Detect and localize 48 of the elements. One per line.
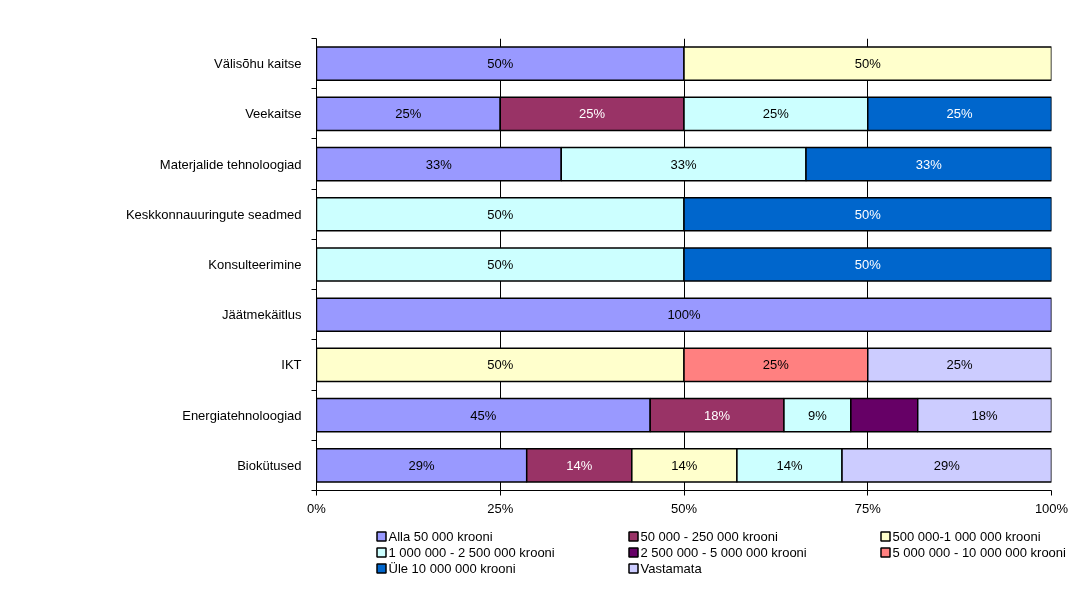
data-label: 25%: [946, 357, 974, 373]
data-label: 50%: [854, 206, 882, 222]
y-tick-label: Materjalide tehnoloogiad: [159, 156, 302, 172]
data-label: 50%: [487, 206, 514, 222]
legend-label: 2 500 000 - 5 000 000 krooni: [640, 545, 807, 560]
legend-label: 500 000-1 000 000 krooni: [892, 529, 1041, 544]
data-label: 25%: [946, 106, 974, 122]
data-label: 50%: [487, 56, 514, 72]
y-tick-label: IKT: [281, 357, 302, 373]
x-tick-label: 75%: [854, 500, 882, 516]
data-label: 29%: [408, 457, 436, 473]
data-label: 50%: [854, 257, 882, 272]
data-label: 29%: [933, 457, 961, 473]
data-label: 50%: [487, 357, 514, 373]
data-label: 14%: [776, 457, 803, 473]
data-label: 25%: [579, 106, 606, 122]
data-label: 33%: [915, 156, 943, 172]
y-tick-label: Välisõhu kaitse: [214, 56, 302, 72]
x-tick-label: 25%: [487, 500, 514, 516]
legend-label: Alla 50 000 krooni: [388, 529, 493, 544]
data-label: 14%: [566, 457, 593, 473]
data-label: 45%: [470, 407, 497, 423]
data-label: 50%: [854, 56, 882, 72]
data-label: 25%: [762, 357, 790, 373]
x-tick-label: 100%: [1034, 500, 1069, 516]
data-label: 50%: [487, 257, 514, 272]
x-tick-label: 50%: [670, 500, 698, 516]
data-label: 14%: [671, 457, 698, 473]
data-label: 25%: [395, 106, 422, 122]
y-tick-label: Keskkonnauuringute seadmed: [125, 206, 302, 222]
data-label: 18%: [704, 407, 731, 423]
data-label: 18%: [971, 407, 999, 423]
y-tick-label: Konsulteerimine: [208, 257, 302, 272]
data-label: 33%: [670, 156, 698, 172]
data-label: 33%: [425, 156, 453, 172]
y-tick-label: Biokütused: [237, 457, 302, 473]
data-label: 25%: [762, 106, 790, 122]
legend-label: 5 000 000 - 10 000 000 krooni: [892, 545, 1067, 560]
x-tick-label: 0%: [307, 500, 327, 516]
y-tick-label: Jäätmekäitlus: [222, 307, 302, 323]
legend-label: 1 000 000 - 2 500 000 krooni: [388, 545, 555, 560]
y-tick-label: Veekaitse: [245, 106, 302, 122]
data-label: 100%: [667, 307, 702, 323]
data-label: 9%: [808, 407, 828, 423]
legend-label: 50 000 - 250 000 krooni: [640, 529, 778, 544]
legend-label: Vastamata: [640, 561, 703, 576]
y-tick-label: Energiatehnoloogiad: [182, 407, 302, 423]
legend-label: Üle 10 000 000 krooni: [388, 561, 516, 576]
